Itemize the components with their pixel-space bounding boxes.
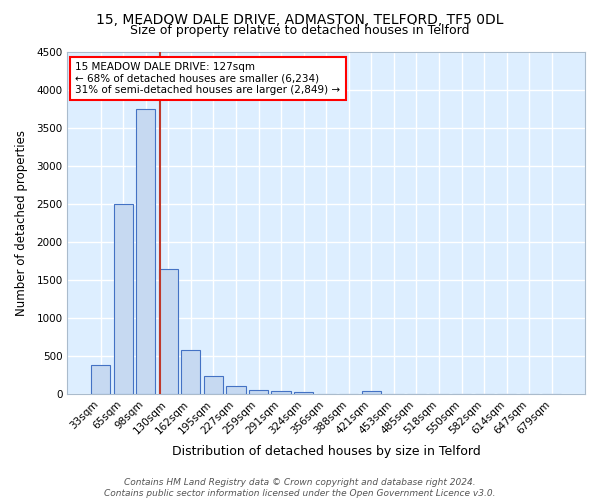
Text: Contains HM Land Registry data © Crown copyright and database right 2024.
Contai: Contains HM Land Registry data © Crown c… xyxy=(104,478,496,498)
Bar xyxy=(113,204,133,394)
Bar xyxy=(204,376,223,394)
Text: 15 MEADOW DALE DRIVE: 127sqm
← 68% of detached houses are smaller (6,234)
31% of: 15 MEADOW DALE DRIVE: 127sqm ← 68% of de… xyxy=(75,62,340,95)
Bar xyxy=(158,270,178,394)
Bar xyxy=(294,392,313,394)
Bar xyxy=(91,366,110,394)
Bar xyxy=(362,390,381,394)
Bar xyxy=(271,392,290,394)
Text: Size of property relative to detached houses in Telford: Size of property relative to detached ho… xyxy=(130,24,470,37)
X-axis label: Distribution of detached houses by size in Telford: Distribution of detached houses by size … xyxy=(172,444,481,458)
Y-axis label: Number of detached properties: Number of detached properties xyxy=(15,130,28,316)
Bar xyxy=(249,390,268,394)
Bar xyxy=(181,350,200,395)
Bar xyxy=(226,386,245,394)
Text: 15, MEADOW DALE DRIVE, ADMASTON, TELFORD, TF5 0DL: 15, MEADOW DALE DRIVE, ADMASTON, TELFORD… xyxy=(96,12,504,26)
Bar xyxy=(136,108,155,395)
